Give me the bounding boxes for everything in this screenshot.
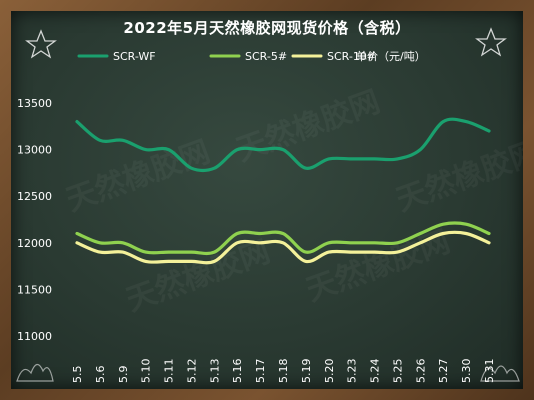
x-tick-label: 5.13 (208, 359, 221, 384)
series-line-scr-5- (75, 221, 491, 256)
x-tick-label: 5.11 (163, 359, 176, 384)
x-tick-label: 5.10 (140, 359, 153, 384)
decorations (16, 27, 520, 382)
legend: SCR-WF SCR-5# SCR-10#单价（元/吨） (77, 50, 426, 63)
watermark-text: 天然橡胶网 (232, 84, 385, 168)
x-tick-label: 5.19 (300, 359, 313, 384)
x-tick-label: 5.20 (323, 359, 336, 384)
chalkboard: 天然橡胶网 天然橡胶网 天然橡胶网 天然橡胶网 天然橡胶网 11000 11500 1200… (11, 11, 523, 389)
plant-icon (480, 365, 520, 382)
x-tick-label: 5.6 (94, 366, 107, 384)
legend-label: SCR-5# (245, 50, 287, 63)
x-tick-label: 5.9 (117, 366, 130, 384)
plant-icon (16, 363, 54, 382)
watermark-text: 天然橡胶网 (122, 234, 275, 318)
x-axis-ticks: 5.5 5.6 5.9 5.10 5.11 5.12 5.13 5.16 5.17 5.18 5.1… (71, 359, 496, 384)
x-tick-label: 5.30 (460, 359, 473, 384)
legend-label: SCR-WF (113, 50, 156, 63)
x-tick-label: 5.5 (71, 366, 84, 384)
y-tick-label: 12000 (17, 237, 52, 250)
y-tick-label: 13000 (17, 144, 52, 157)
unit-label: 单价（元/吨） (356, 50, 426, 63)
y-axis-ticks: 11000 11500 12000 12500 13000 13500 (17, 97, 52, 343)
y-tick-label: 11000 (17, 330, 52, 343)
legend-label: SCR-10# (327, 50, 376, 63)
x-tick-label: 5.27 (437, 359, 450, 384)
y-tick-label: 11500 (17, 283, 52, 296)
x-tick-label: 5.25 (391, 359, 404, 384)
x-tick-label: 5.18 (277, 359, 290, 384)
y-tick-label: 12500 (17, 190, 52, 203)
star-icon (25, 29, 57, 59)
series-line-scr-wf (75, 117, 491, 173)
watermark-text: 天然橡胶网 (392, 134, 523, 218)
x-tick-label: 5.31 (483, 359, 496, 384)
y-tick-label: 13500 (17, 97, 52, 110)
series-line-scr-10- (75, 230, 491, 265)
series-lines (75, 117, 491, 265)
x-tick-label: 5.26 (414, 359, 427, 384)
star-icon (475, 27, 507, 57)
x-tick-label: 5.17 (254, 359, 267, 384)
x-tick-label: 5.16 (231, 359, 244, 384)
x-tick-label: 5.12 (185, 359, 198, 384)
x-tick-label: 5.23 (346, 359, 359, 384)
x-tick-label: 5.24 (369, 359, 382, 384)
chart-title: 2022年5月天然橡胶网现货价格（含税） (123, 19, 411, 37)
